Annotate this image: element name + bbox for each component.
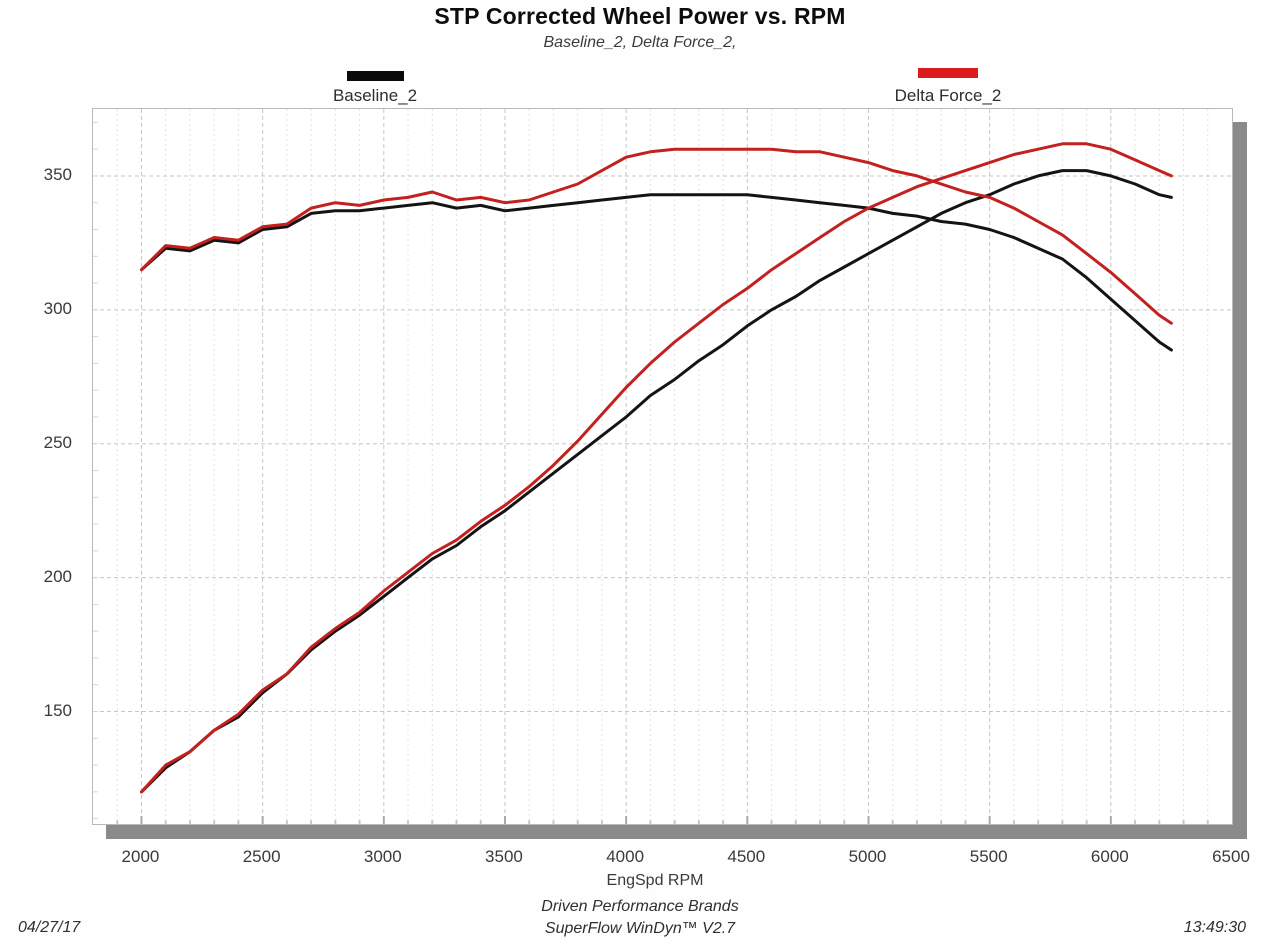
x-tick-label-6500: 6500 [1212,847,1250,866]
y-tick-label-350: 350 [43,164,72,184]
footer-date: 04/27/17 [18,919,81,936]
legend-baseline-label: Baseline_2 [332,86,418,105]
legend-delta-swatch [918,68,978,78]
y-tick-label-250: 250 [43,432,72,452]
x-tick-label-5000: 5000 [848,847,887,866]
footer-software: SuperFlow WinDyn™ V2.7 [544,920,736,937]
chart-title: STP Corrected Wheel Power vs. RPM [434,3,846,29]
plot-canvas [93,109,1232,824]
legend-baseline-swatch [347,71,404,81]
legend-delta-label: Delta Force_2 [894,86,1002,105]
series-baseline-2-torque [140,193,1173,352]
chart-subtitle: Baseline_2, Delta Force_2, [543,34,737,51]
series-delta-force-2-torque [140,147,1173,325]
x-tick-label-3000: 3000 [363,847,402,866]
footer-time: 13:49:30 [1183,919,1246,936]
series-delta-force-2-power [140,142,1173,794]
y-tick-label-300: 300 [43,298,72,318]
x-tick-label-6000: 6000 [1090,847,1129,866]
plot-area [92,108,1233,825]
x-tick-label-4500: 4500 [727,847,766,866]
series-baseline-2-power [140,169,1173,794]
x-axis-label: EngSpd RPM [606,872,704,889]
x-tick-label-3500: 3500 [485,847,523,866]
footer-brand: Driven Performance Brands [541,898,739,915]
x-tick-label-4000: 4000 [606,847,645,866]
plot-shadow-right [1233,122,1247,839]
plot-shadow-bottom [106,825,1247,839]
x-tick-label-2500: 2500 [242,847,281,866]
y-tick-label-150: 150 [43,700,72,720]
x-tick-label-2000: 2000 [121,847,160,866]
y-tick-label-200: 200 [43,566,72,586]
x-tick-label-5500: 5500 [969,847,1008,866]
